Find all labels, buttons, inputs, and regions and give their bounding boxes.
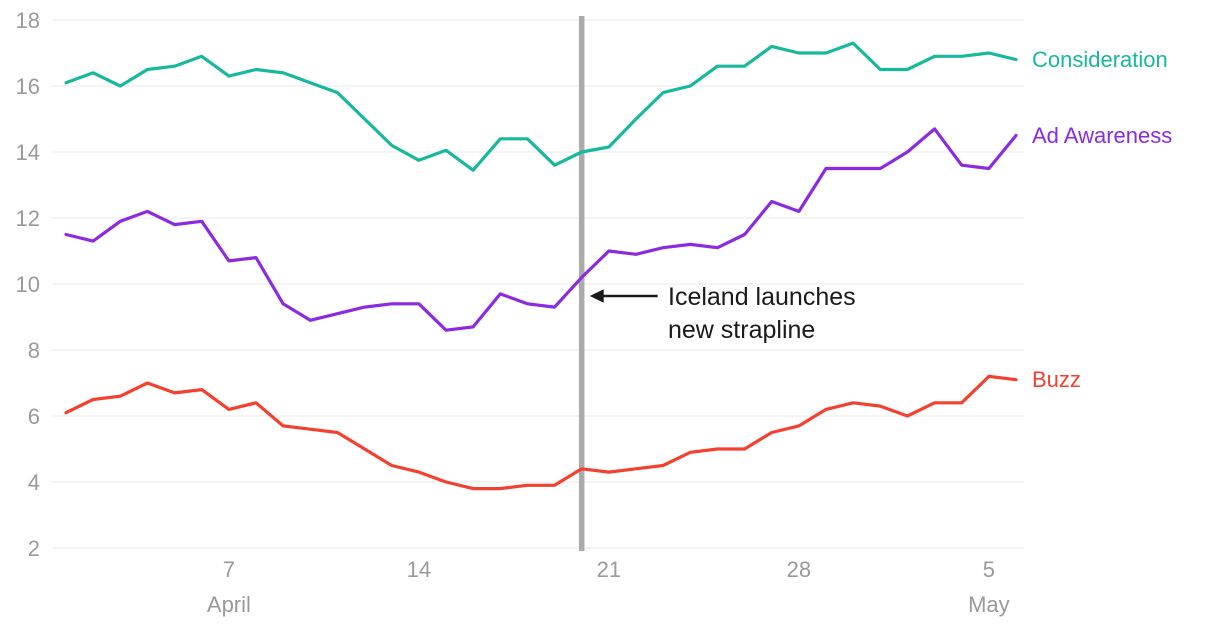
x-axis-tick-label: 21 [597, 557, 621, 582]
y-axis-tick-label: 2 [28, 536, 40, 561]
y-axis-tick-label: 10 [16, 272, 40, 297]
y-axis-tick-label: 18 [16, 8, 40, 33]
y-axis-tick-label: 8 [28, 338, 40, 363]
y-axis-tick-label: 6 [28, 404, 40, 429]
x-axis-tick-label: 28 [787, 557, 811, 582]
x-axis-month-label: May [968, 592, 1010, 617]
series-line-consideration [64, 41, 1018, 172]
event-annotation: Iceland launches new strapline [668, 281, 856, 347]
series-label-ad-awareness: Ad Awareness [1032, 123, 1173, 148]
y-axis-tick-label: 4 [28, 470, 40, 495]
y-axis-tick-label: 16 [16, 74, 40, 99]
x-axis-tick-label: 5 [983, 557, 995, 582]
series-line-buzz [64, 374, 1018, 491]
series-label-consideration: Consideration [1032, 47, 1168, 72]
x-axis-month-label: April [207, 592, 251, 617]
series-line-ad-awareness [64, 127, 1018, 332]
x-axis-tick-label: 7 [223, 557, 235, 582]
event-annotation-line1: Iceland launches [668, 283, 856, 311]
x-axis-tick-label: 14 [407, 557, 431, 582]
series-label-buzz: Buzz [1032, 367, 1081, 392]
y-axis-tick-label: 12 [16, 206, 40, 231]
annotation-arrow-head [589, 289, 604, 303]
event-annotation-line2: new strapline [668, 316, 816, 344]
y-axis-tick-label: 14 [16, 140, 40, 165]
